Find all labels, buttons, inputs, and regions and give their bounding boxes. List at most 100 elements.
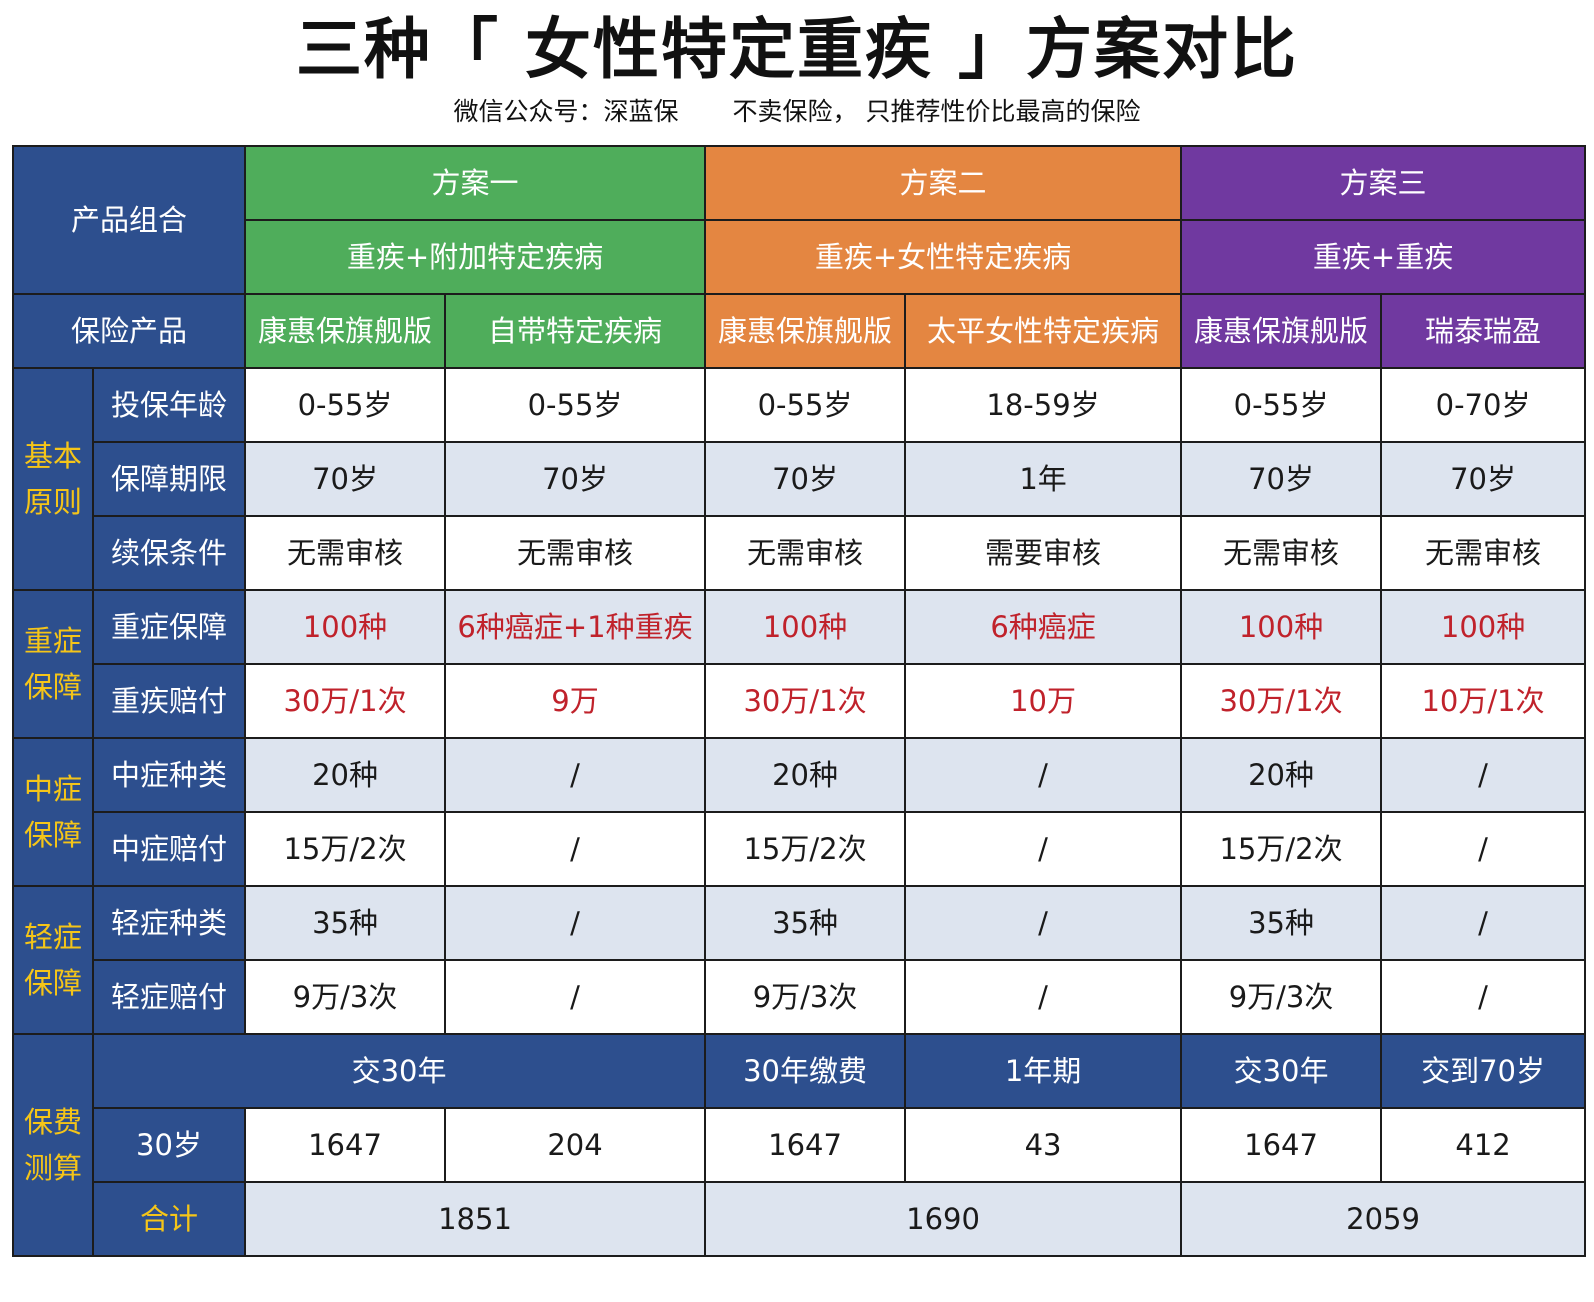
- plan-1-product-b: 自带特定疾病: [444, 293, 707, 369]
- page-subtitle: 微信公众号：深蓝保 不卖保险， 只推荐性价比最高的保险: [0, 95, 1594, 129]
- row-label: 中症种类: [91, 737, 247, 813]
- payment-term-plan-1: 交30年: [91, 1033, 707, 1109]
- table-cell: /: [1380, 959, 1587, 1035]
- table-cell: 35种: [704, 885, 907, 961]
- insurance-product-row: 保险产品 康惠保旗舰版 自带特定疾病 康惠保旗舰版 太平女性特定疾病 康惠保旗舰…: [11, 293, 1587, 369]
- row-label: 续保条件: [91, 515, 247, 591]
- table-cell: 无需审核: [244, 515, 447, 591]
- table-cell: 无需审核: [1180, 515, 1383, 591]
- row-label: 投保年龄: [91, 367, 247, 443]
- table-cell: 9万/3次: [244, 959, 447, 1035]
- plan-1-product-a: 康惠保旗舰版: [244, 293, 447, 369]
- table-cell: 70岁: [244, 441, 447, 517]
- premium-cell: 43: [904, 1107, 1183, 1183]
- table-cell: 70岁: [444, 441, 707, 517]
- table-cell: 18-59岁: [904, 367, 1183, 443]
- group-label: 基本原则: [23, 439, 82, 519]
- premium-cell: 1647: [704, 1107, 907, 1183]
- table-cell: /: [1380, 811, 1587, 887]
- table-cell: 0-55岁: [444, 367, 707, 443]
- table-cell: 100种: [1380, 589, 1587, 665]
- group-label: 保费测算: [23, 1105, 82, 1185]
- table-cell: 无需审核: [1380, 515, 1587, 591]
- table-cell: 70岁: [704, 441, 907, 517]
- row-label: 重疾赔付: [91, 663, 247, 739]
- plan-3-product-a: 康惠保旗舰版: [1180, 293, 1383, 369]
- plan-1-combo: 重疾+附加特定疾病: [244, 219, 707, 295]
- table-cell: /: [904, 885, 1183, 961]
- table-cell: 100种: [704, 589, 907, 665]
- table-cell: 20种: [704, 737, 907, 813]
- row-label: 重症保障: [91, 589, 247, 665]
- age-label: 30岁: [91, 1107, 247, 1183]
- header: 三种「 女性特定重疾 」方案对比 微信公众号：深蓝保 不卖保险， 只推荐性价比最高…: [0, 0, 1594, 140]
- total-label: 合计: [91, 1181, 247, 1257]
- table-row: 重症保障 重症保障 100种 6种癌症+1种重疾 100种 6种癌症 100种 …: [12, 589, 1587, 739]
- group-label: 轻症保障: [23, 920, 82, 1000]
- total-row: 合计 1851 1690 2059: [13, 1181, 1587, 1257]
- total-plan-3: 2059: [1180, 1181, 1587, 1257]
- table-cell: /: [904, 737, 1183, 813]
- table-cell: 100种: [1180, 589, 1383, 665]
- plan-3-name: 方案三: [1180, 145, 1587, 221]
- table-cell: 30万/1次: [244, 663, 447, 739]
- table-cell: 20种: [1180, 737, 1383, 813]
- plan-3-combo: 重疾+重疾: [1180, 219, 1587, 295]
- payment-term-plan-2b: 1年期: [904, 1033, 1183, 1109]
- group-critical: 重症保障: [12, 589, 94, 739]
- comparison-table: 产品组合 方案一 方案二 方案三 重疾+附加特定疾病 重疾+女性特定疾病 重疾+…: [11, 145, 1587, 1257]
- table-cell: 20种: [244, 737, 447, 813]
- table-cell: 1年: [904, 441, 1183, 517]
- payment-term-plan-3a: 交30年: [1180, 1033, 1383, 1109]
- table-cell: 35种: [1180, 885, 1383, 961]
- payment-term-plan-2a: 30年缴费: [704, 1033, 907, 1109]
- table-cell: 35种: [244, 885, 447, 961]
- plan-2-product-a: 康惠保旗舰版: [704, 293, 907, 369]
- group-moderate: 中症保障: [12, 737, 94, 887]
- group-mild: 轻症保障: [12, 885, 94, 1035]
- premium-cell: 204: [444, 1107, 707, 1183]
- plan-1-name: 方案一: [244, 145, 707, 221]
- plan-2-name: 方案二: [704, 145, 1183, 221]
- premium-cell: 1647: [1180, 1107, 1383, 1183]
- table-row: 轻症赔付 9万/3次 / 9万/3次 / 9万/3次 /: [13, 959, 1587, 1035]
- subtitle-account: 微信公众号：深蓝保: [453, 97, 679, 126]
- table-cell: /: [904, 959, 1183, 1035]
- payment-term-row: 保费测算 交30年 30年缴费 1年期 交30年 交到70岁: [12, 1033, 1587, 1257]
- table-cell: 15万/2次: [704, 811, 907, 887]
- table-cell: 需要审核: [904, 515, 1183, 591]
- table-row: 中症赔付 15万/2次 / 15万/2次 / 15万/2次 /: [13, 811, 1587, 887]
- group-premium: 保费测算: [12, 1033, 94, 1257]
- subtitle-slogan: 不卖保险， 只推荐性价比最高的保险: [732, 97, 1141, 126]
- table-cell: 0-70岁: [1380, 367, 1587, 443]
- group-label: 重症保障: [23, 624, 82, 704]
- plan-3-product-b: 瑞泰瑞盈: [1380, 293, 1587, 369]
- plan-2-combo: 重疾+女性特定疾病: [704, 219, 1183, 295]
- total-plan-1: 1851: [244, 1181, 707, 1257]
- table-cell: 15万/2次: [1180, 811, 1383, 887]
- table-row: 保障期限 70岁 70岁 70岁 1年 70岁 70岁: [13, 441, 1587, 517]
- table-cell: /: [444, 885, 707, 961]
- table-cell: 30万/1次: [1180, 663, 1383, 739]
- table-cell: /: [904, 811, 1183, 887]
- table-cell: 15万/2次: [244, 811, 447, 887]
- table-cell: 9万: [444, 663, 707, 739]
- payment-term-plan-3b: 交到70岁: [1380, 1033, 1587, 1109]
- table-cell: 9万/3次: [704, 959, 907, 1035]
- table-row: 续保条件 无需审核 无需审核 无需审核 需要审核 无需审核 无需审核: [13, 515, 1587, 591]
- table-row: 中症保障 中症种类 20种 / 20种 / 20种 /: [12, 737, 1587, 887]
- row-label: 轻症赔付: [91, 959, 247, 1035]
- row-label: 中症赔付: [91, 811, 247, 887]
- table-cell: 70岁: [1180, 441, 1383, 517]
- table-cell: 10万/1次: [1380, 663, 1587, 739]
- table-cell: 0-55岁: [1180, 367, 1383, 443]
- table-cell: /: [444, 737, 707, 813]
- plan-name-row: 产品组合 方案一 方案二 方案三: [11, 145, 1587, 295]
- table-row: 轻症保障 轻症种类 35种 / 35种 / 35种 /: [12, 885, 1587, 1035]
- page-title: 三种「 女性特定重疾 」方案对比: [296, 11, 1298, 88]
- table-cell: 30万/1次: [704, 663, 907, 739]
- premium-cell: 412: [1380, 1107, 1587, 1183]
- row-label: 轻症种类: [91, 885, 247, 961]
- table-cell: 6种癌症: [904, 589, 1183, 665]
- group-label: 中症保障: [23, 772, 82, 852]
